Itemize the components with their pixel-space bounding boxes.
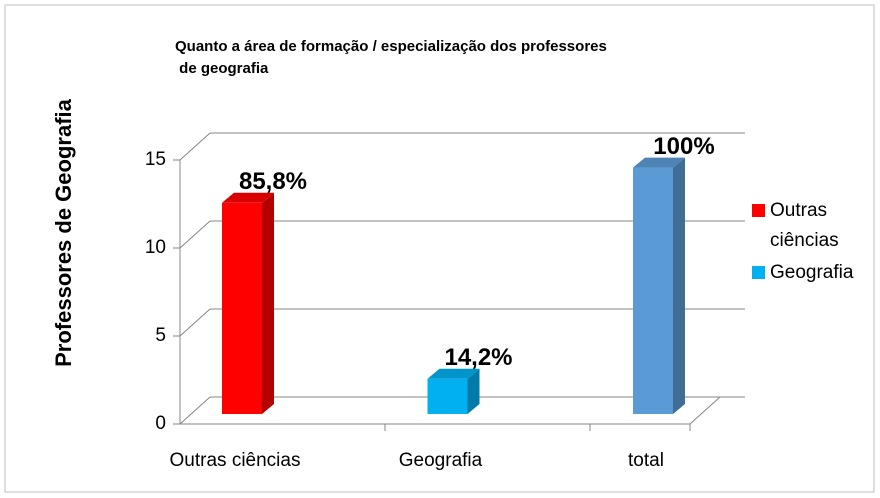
y-tick-label: 0 [155,413,166,434]
bar-side [467,368,480,414]
chart-title: de geografia [175,60,269,77]
legend-swatch [752,266,765,279]
bar [427,378,468,414]
y-tick-label: 10 [145,237,166,258]
bar-top [427,368,480,379]
grid-line [179,396,211,425]
data-label: 14,2% [444,344,512,371]
grid-line [179,220,211,249]
grid-line [179,308,211,337]
bar [222,202,262,414]
bar-top [222,192,274,203]
bar-side [673,157,685,414]
data-label: 100% [653,133,714,160]
legend-label: Outras ciências [770,200,839,251]
y-tick-label: 5 [155,325,166,346]
legend-label: Geografia [770,262,854,283]
legend-swatch [752,204,765,217]
x-tick-label: Geografia [399,450,483,471]
bar-top [633,157,685,168]
chart-title: Quanto a área de formação / especializaç… [175,38,607,55]
chart-border [4,4,875,493]
y-tick-label: 15 [145,149,166,170]
y-axis-label: Professores de Geografia [51,98,76,367]
bar-side [262,192,274,414]
grid-line [179,132,211,161]
x-tick-label: total [628,450,664,471]
bar [633,167,673,414]
data-label: 85,8% [239,168,307,195]
x-tick-label: Outras ciências [170,450,301,471]
